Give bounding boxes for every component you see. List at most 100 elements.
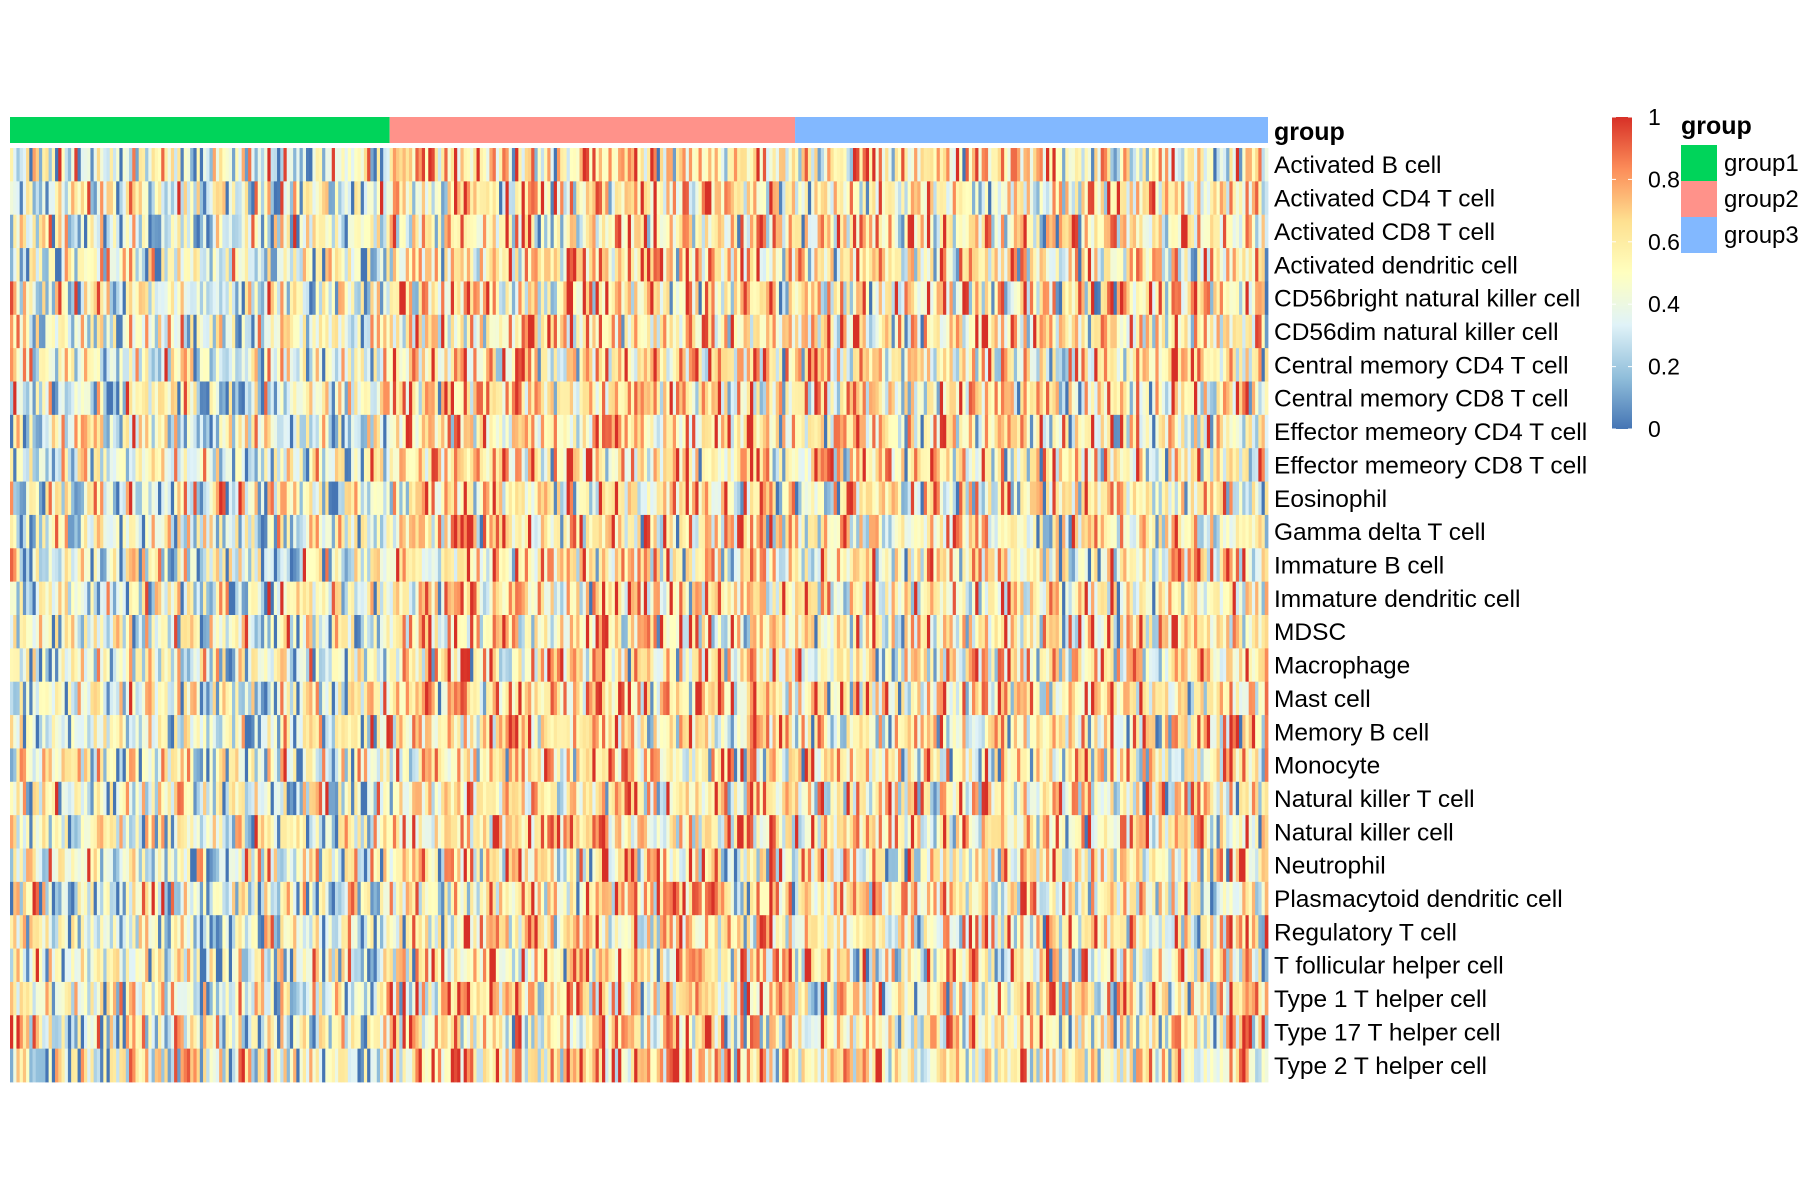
heatmap-cell [676,548,680,583]
heatmap-cell [26,314,30,349]
heatmap-cell [296,548,300,583]
heatmap-cell [264,148,268,182]
heatmap-cell [949,448,954,482]
heatmap-cell [701,514,706,549]
heatmap-cell [563,481,568,516]
heatmap-cell [64,148,69,182]
heatmap-cell [962,481,966,516]
heatmap-cell [170,414,175,449]
heatmap-cell [1087,214,1092,249]
heatmap-cell [138,548,143,583]
heatmap-cell [611,481,616,516]
heatmap-cell [598,314,603,349]
heatmap-cell [170,548,175,583]
heatmap-cell [177,414,181,449]
heatmap-cell [1197,148,1201,182]
heatmap-cell [280,248,284,282]
heatmap-cell [190,314,194,349]
heatmap-cell [846,548,851,583]
heatmap-cell [280,214,284,249]
heatmap-cell [460,414,465,449]
heatmap-cell [341,248,346,282]
heatmap-cell [865,314,870,349]
heatmap-cell [602,181,606,216]
heatmap-cell [360,181,365,216]
heatmap-cell [482,381,487,416]
heatmap-cell [592,248,596,282]
heatmap-cell [692,381,696,416]
heatmap-cell [296,481,300,516]
heatmap-cell [643,481,648,516]
heatmap-cell [203,214,207,249]
heatmap-cell [1203,148,1208,182]
heatmap-cell [167,481,172,516]
heatmap-cell [914,348,918,382]
heatmap-cell [444,548,448,583]
heatmap-cell [881,148,886,182]
heatmap-cell [721,281,725,316]
heatmap-cell [531,181,535,216]
heatmap-cell [186,548,191,583]
heatmap-cell [35,214,40,249]
heatmap-cell [402,148,407,182]
heatmap-cell [499,481,503,516]
heatmap-cell [605,314,609,349]
heatmap-cell [1107,148,1111,182]
heatmap-cell [238,314,243,349]
heatmap-cell [402,214,407,249]
heatmap-cell [943,181,947,216]
heatmap-cell [946,448,950,482]
heatmap-cell [428,181,432,216]
heatmap-cell [1020,381,1024,416]
heatmap-cell [724,448,728,482]
heatmap-cell [289,481,294,516]
heatmap-cell [679,181,683,216]
heatmap-cell [457,214,461,249]
heatmap-cell [26,514,30,549]
heatmap-cell [167,214,172,249]
heatmap-cell [35,314,40,349]
heatmap-cell [125,381,130,416]
heatmap-cell [795,414,799,449]
heatmap-cell [1023,448,1028,482]
heatmap-cell [730,248,735,282]
heatmap-cell [396,348,400,382]
heatmap-cell [1100,514,1105,549]
heatmap-cell [807,248,812,282]
heatmap-cell [717,514,722,549]
heatmap-cell [26,214,30,249]
heatmap-cell [1197,314,1201,349]
heatmap-cell [943,381,947,416]
heatmap-cell [1084,381,1089,416]
heatmap-cell [354,348,358,382]
heatmap-cell [627,181,632,216]
heatmap-cell [798,348,802,382]
heatmap-cell [1071,414,1076,449]
heatmap-cell [1139,348,1143,382]
heatmap-cell [981,314,986,349]
heatmap-cell [482,448,487,482]
heatmap-cell [807,314,812,349]
heatmap-cell [19,514,24,549]
heatmap-cell [325,248,329,282]
heatmap-cell [244,348,249,382]
heatmap-cell [659,281,664,316]
heatmap-cell [296,181,300,216]
heatmap-cell [293,381,297,416]
heatmap-cell [917,214,921,249]
heatmap-cell [148,148,152,182]
heatmap-cell [849,348,854,382]
heatmap-cell [531,548,535,583]
heatmap-cell [1055,214,1060,249]
heatmap-cell [212,181,217,216]
heatmap-cell [592,181,596,216]
heatmap-cell [1132,481,1137,516]
heatmap-cell [215,448,220,482]
heatmap-cell [341,514,346,549]
heatmap-cell [1046,181,1050,216]
heatmap-cell [872,548,876,583]
heatmap-cell [463,281,468,316]
heatmap-cell [643,548,648,583]
heatmap-cell [64,414,69,449]
heatmap-cell [296,148,300,182]
